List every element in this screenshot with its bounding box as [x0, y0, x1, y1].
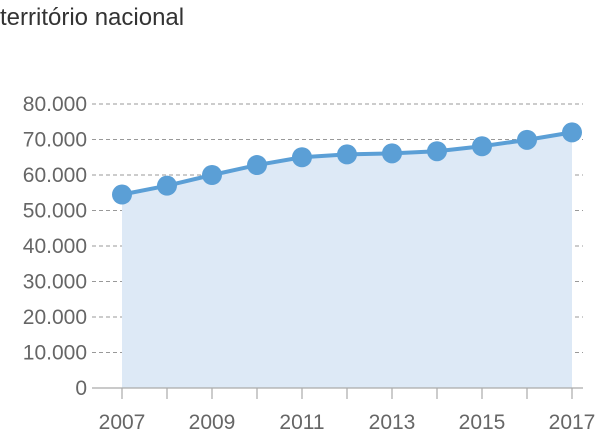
- x-tick-label: 2017: [549, 411, 596, 430]
- data-point: [382, 143, 402, 164]
- y-tick-label: 10.000: [23, 342, 87, 365]
- x-tick-label: 2009: [189, 411, 236, 430]
- y-tick-label: 40.000: [23, 235, 87, 258]
- y-tick-label: 70.000: [23, 129, 87, 152]
- area-fill: [122, 132, 572, 388]
- data-point: [517, 129, 537, 150]
- data-point: [247, 155, 267, 176]
- y-tick-label: 60.000: [23, 164, 87, 187]
- y-tick-label: 50.000: [23, 200, 87, 223]
- label-layer: 80.000 70.000 60.000 50.000 40.000 30.000 20.0…: [23, 93, 596, 430]
- data-point: [562, 122, 582, 143]
- data-point: [112, 184, 132, 205]
- axis-layer: [92, 387, 583, 399]
- data-point: [337, 144, 357, 165]
- data-point: [157, 175, 177, 196]
- x-tick-label: 2015: [459, 411, 506, 430]
- data-point: [292, 147, 312, 168]
- y-tick-label: 30.000: [23, 271, 87, 294]
- x-tick-label: 2011: [279, 411, 324, 430]
- y-tick-label: 80.000: [23, 93, 87, 116]
- x-tick-label: 2007: [99, 411, 146, 430]
- chart-title: território nacional: [0, 4, 185, 31]
- area-layer: [122, 132, 572, 388]
- data-point: [202, 165, 222, 185]
- y-tick-label: 20.000: [23, 306, 87, 329]
- data-point: [427, 141, 447, 162]
- x-tick-label: 2013: [369, 411, 416, 430]
- data-point: [472, 136, 492, 157]
- y-tick-label: 0: [75, 377, 87, 400]
- point-layer: [112, 122, 582, 205]
